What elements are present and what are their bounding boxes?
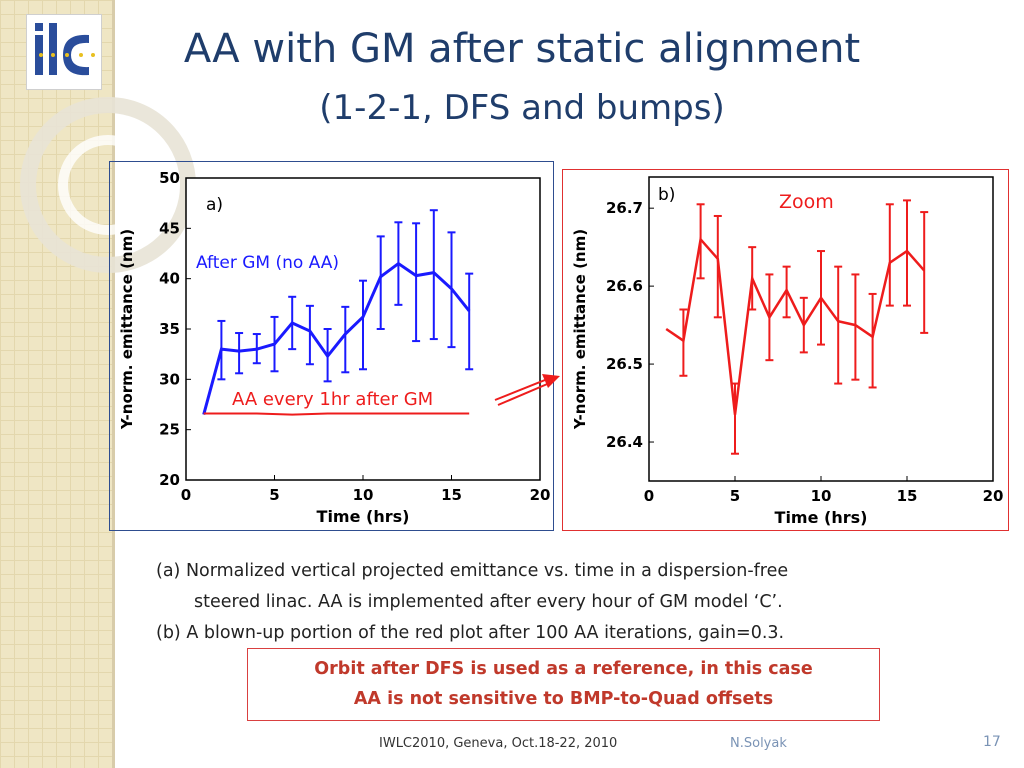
x-tick-label: 10 xyxy=(353,486,374,504)
page-number: 17 xyxy=(983,734,1001,750)
x-axis-label: Time (hrs) xyxy=(775,508,868,527)
chart-b: 0 5 10 15 20 26.4 26.5 26.6 26.7 Time (hrs) Y-norm… xyxy=(571,176,1004,527)
pointer-arrow xyxy=(494,374,560,406)
slide-subtitle: (1-2-1, DFS and bumps) xyxy=(319,88,725,128)
y-tick-label: 40 xyxy=(159,270,180,288)
figure-caption: (a) Normalized vertical projected emitta… xyxy=(156,556,956,649)
x-tick-label: 20 xyxy=(983,487,1004,505)
y-tick-label: 26.4 xyxy=(606,433,643,451)
series-line xyxy=(202,261,471,415)
y-tick-label: 26.6 xyxy=(606,277,643,295)
y-tick-label: 35 xyxy=(159,320,180,338)
x-tick-label: 10 xyxy=(811,487,832,505)
x-tick-label: 0 xyxy=(644,487,654,505)
y-tick-label: 20 xyxy=(159,471,180,489)
x-tick-label: 5 xyxy=(269,486,279,504)
series-line xyxy=(203,412,470,416)
x-tick-label: 15 xyxy=(441,486,462,504)
y-axis-label: Y-norm. emittance (nm) xyxy=(118,229,136,430)
note-line-1: Orbit after DFS is used as a reference, … xyxy=(314,659,813,679)
caption-line-a2: steered linac. AA is implemented after e… xyxy=(194,592,783,612)
y-tick-label: 50 xyxy=(159,169,180,187)
chart-a-frame: 0 5 10 15 20 20 25 30 35 40 45 50 Time (hrs) Y-norm. … xyxy=(109,161,554,531)
note-box: Orbit after DFS is used as a reference, … xyxy=(247,648,880,721)
footer-event: IWLC2010, Geneva, Oct.18-22, 2010 xyxy=(379,736,618,751)
panel-label-a: a) xyxy=(206,195,223,215)
annotation-aa-every-hour: AA every 1hr after GM xyxy=(232,389,433,410)
y-tick-label: 45 xyxy=(159,219,180,237)
arrow-head-icon xyxy=(542,374,560,388)
series-line xyxy=(665,236,926,415)
x-tick-label: 20 xyxy=(530,486,551,504)
y-tick-label: 26.7 xyxy=(606,199,643,217)
x-tick-label: 0 xyxy=(181,486,191,504)
x-tick-label: 5 xyxy=(730,487,740,505)
note-line-2: AA is not sensitive to BMP-to-Quad offse… xyxy=(353,689,774,709)
footer-author: N.Solyak xyxy=(730,736,787,751)
chart-b-frame: 0 5 10 15 20 26.4 26.5 26.6 26.7 Time (hrs) Y-norm… xyxy=(562,169,1009,531)
annotation-after-gm: After GM (no AA) xyxy=(196,253,339,273)
x-axis-label: Time (hrs) xyxy=(317,507,410,526)
y-tick-label: 25 xyxy=(159,421,180,439)
ilc-logo: ilc xyxy=(26,14,102,90)
slide-title: AA with GM after static alignment xyxy=(183,26,861,72)
caption-line-b: (b) A blown-up portion of the red plot a… xyxy=(156,623,785,643)
caption-line-a1: (a) Normalized vertical projected emitta… xyxy=(156,561,789,581)
chart-b-title: Zoom xyxy=(779,191,834,213)
y-tick-label: 26.5 xyxy=(606,355,643,373)
y-tick-label: 30 xyxy=(159,370,180,388)
sidebar-divider xyxy=(112,0,115,768)
y-axis-label: Y-norm. emittance (nm) xyxy=(571,229,589,430)
x-tick-label: 15 xyxy=(897,487,918,505)
chart-a: 0 5 10 15 20 20 25 30 35 40 45 50 Time (hrs) Y-norm. … xyxy=(118,169,551,526)
panel-label-b: b) xyxy=(658,185,675,205)
